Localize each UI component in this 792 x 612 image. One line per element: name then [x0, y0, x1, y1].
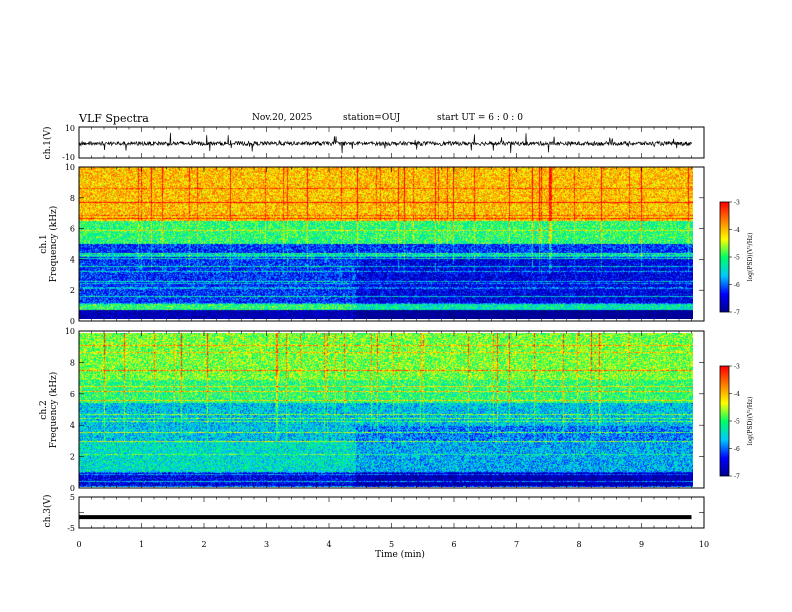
ch1-spec-ytick-label: 6: [70, 225, 75, 234]
ch1-wave-trace: [79, 132, 692, 154]
x-tick-label: 10: [699, 540, 709, 549]
ch2-colorbar-tick-label: -3: [734, 364, 740, 371]
x-tick-label: 9: [639, 540, 644, 549]
ch2-spec-ytick-label: 8: [70, 358, 75, 367]
x-tick-label: 2: [201, 540, 206, 549]
ch1-colorbar-tick-label: -6: [734, 282, 740, 289]
station-label: station=OUJ: [343, 113, 401, 123]
ch1-wave-ytick-label: -10: [62, 153, 75, 162]
ch1-wave-ytick-label: 10: [65, 124, 75, 133]
x-tick-label: 5: [389, 540, 394, 549]
ch2-spectrogram: [79, 333, 693, 487]
ch1-colorbar-frame: [719, 201, 730, 313]
date-label: Nov.20, 2025: [252, 113, 313, 123]
ch1-spec-ytick-label: 2: [70, 286, 75, 295]
ch1-colorbar-tick-label: -5: [734, 255, 740, 262]
ch1-spec-ytick-label: 4: [70, 255, 75, 264]
ch2-spec-ylabel: Frequency (kHz): [48, 372, 59, 449]
ch1-spec-ytick-label: 8: [70, 194, 75, 203]
ch2-spec-ylabel-channel: ch.2: [39, 400, 49, 419]
ch2-colorbar: [720, 366, 729, 476]
ch1-spec-ylabel: Frequency (kHz): [48, 206, 59, 283]
ch1-colorbar-label: log(PSD)(V²/Hz): [747, 233, 754, 282]
ch1-waveform: [79, 132, 692, 154]
x-tick-label: 7: [514, 540, 519, 549]
ch2-colorbar-tick-label: -5: [734, 419, 740, 426]
ch2-colorbar-tick-label: -6: [734, 446, 740, 453]
ch1-colorbar: [720, 202, 729, 312]
x-axis-label: Time (min): [375, 549, 425, 560]
ch1-spec-ytick-label: 10: [65, 163, 75, 172]
ch2-spec-ytick-label: 10: [65, 327, 75, 336]
x-tick-label: 8: [576, 540, 581, 549]
ch1-colorbar-tick-label: -4: [734, 227, 740, 234]
x-tick-label: 3: [264, 540, 269, 549]
ch1-colorbar-tick-label: -7: [734, 310, 740, 317]
ch2-colorbar-tick-label: -4: [734, 391, 740, 398]
ch3-wave-ytick-label: -5: [67, 524, 75, 533]
ch3-wave-ytick-label: 5: [70, 493, 75, 502]
x-tick-label: 6: [451, 540, 456, 549]
ch1-colorbar-tick-label: -3: [734, 200, 740, 207]
ch2-spec-ytick-label: 4: [70, 421, 75, 430]
ch2-colorbar-label: log(PSD)(V²/Hz): [747, 397, 754, 446]
ch2-spec-frame: [78, 330, 705, 489]
x-tick-label: 1: [139, 540, 144, 549]
start-time-label: start UT = 6 : 0 : 0: [437, 113, 523, 123]
x-tick-label: 4: [326, 540, 331, 549]
ch2-spec-ytick-label: 2: [70, 453, 75, 462]
ch2-spec-ytick-label: 0: [70, 484, 75, 493]
ch1-spec-frame: [78, 166, 705, 322]
ch1-spectrogram: [79, 167, 693, 319]
ch1-wave-ylabel: ch.1(V): [42, 127, 53, 160]
figure-title: VLF Spectra: [79, 112, 149, 125]
ch2-colorbar-tick-label: -7: [734, 474, 740, 481]
ch2-colorbar-frame: [719, 365, 730, 477]
ch1-spec-ytick-label: 0: [70, 317, 75, 326]
ch3-wave-ylabel: ch.3(V): [42, 495, 53, 528]
ch1-spec-ylabel-channel: ch.1: [39, 234, 49, 253]
x-tick-label: 0: [76, 540, 81, 549]
ch2-spec-ytick-label: 6: [70, 390, 75, 399]
